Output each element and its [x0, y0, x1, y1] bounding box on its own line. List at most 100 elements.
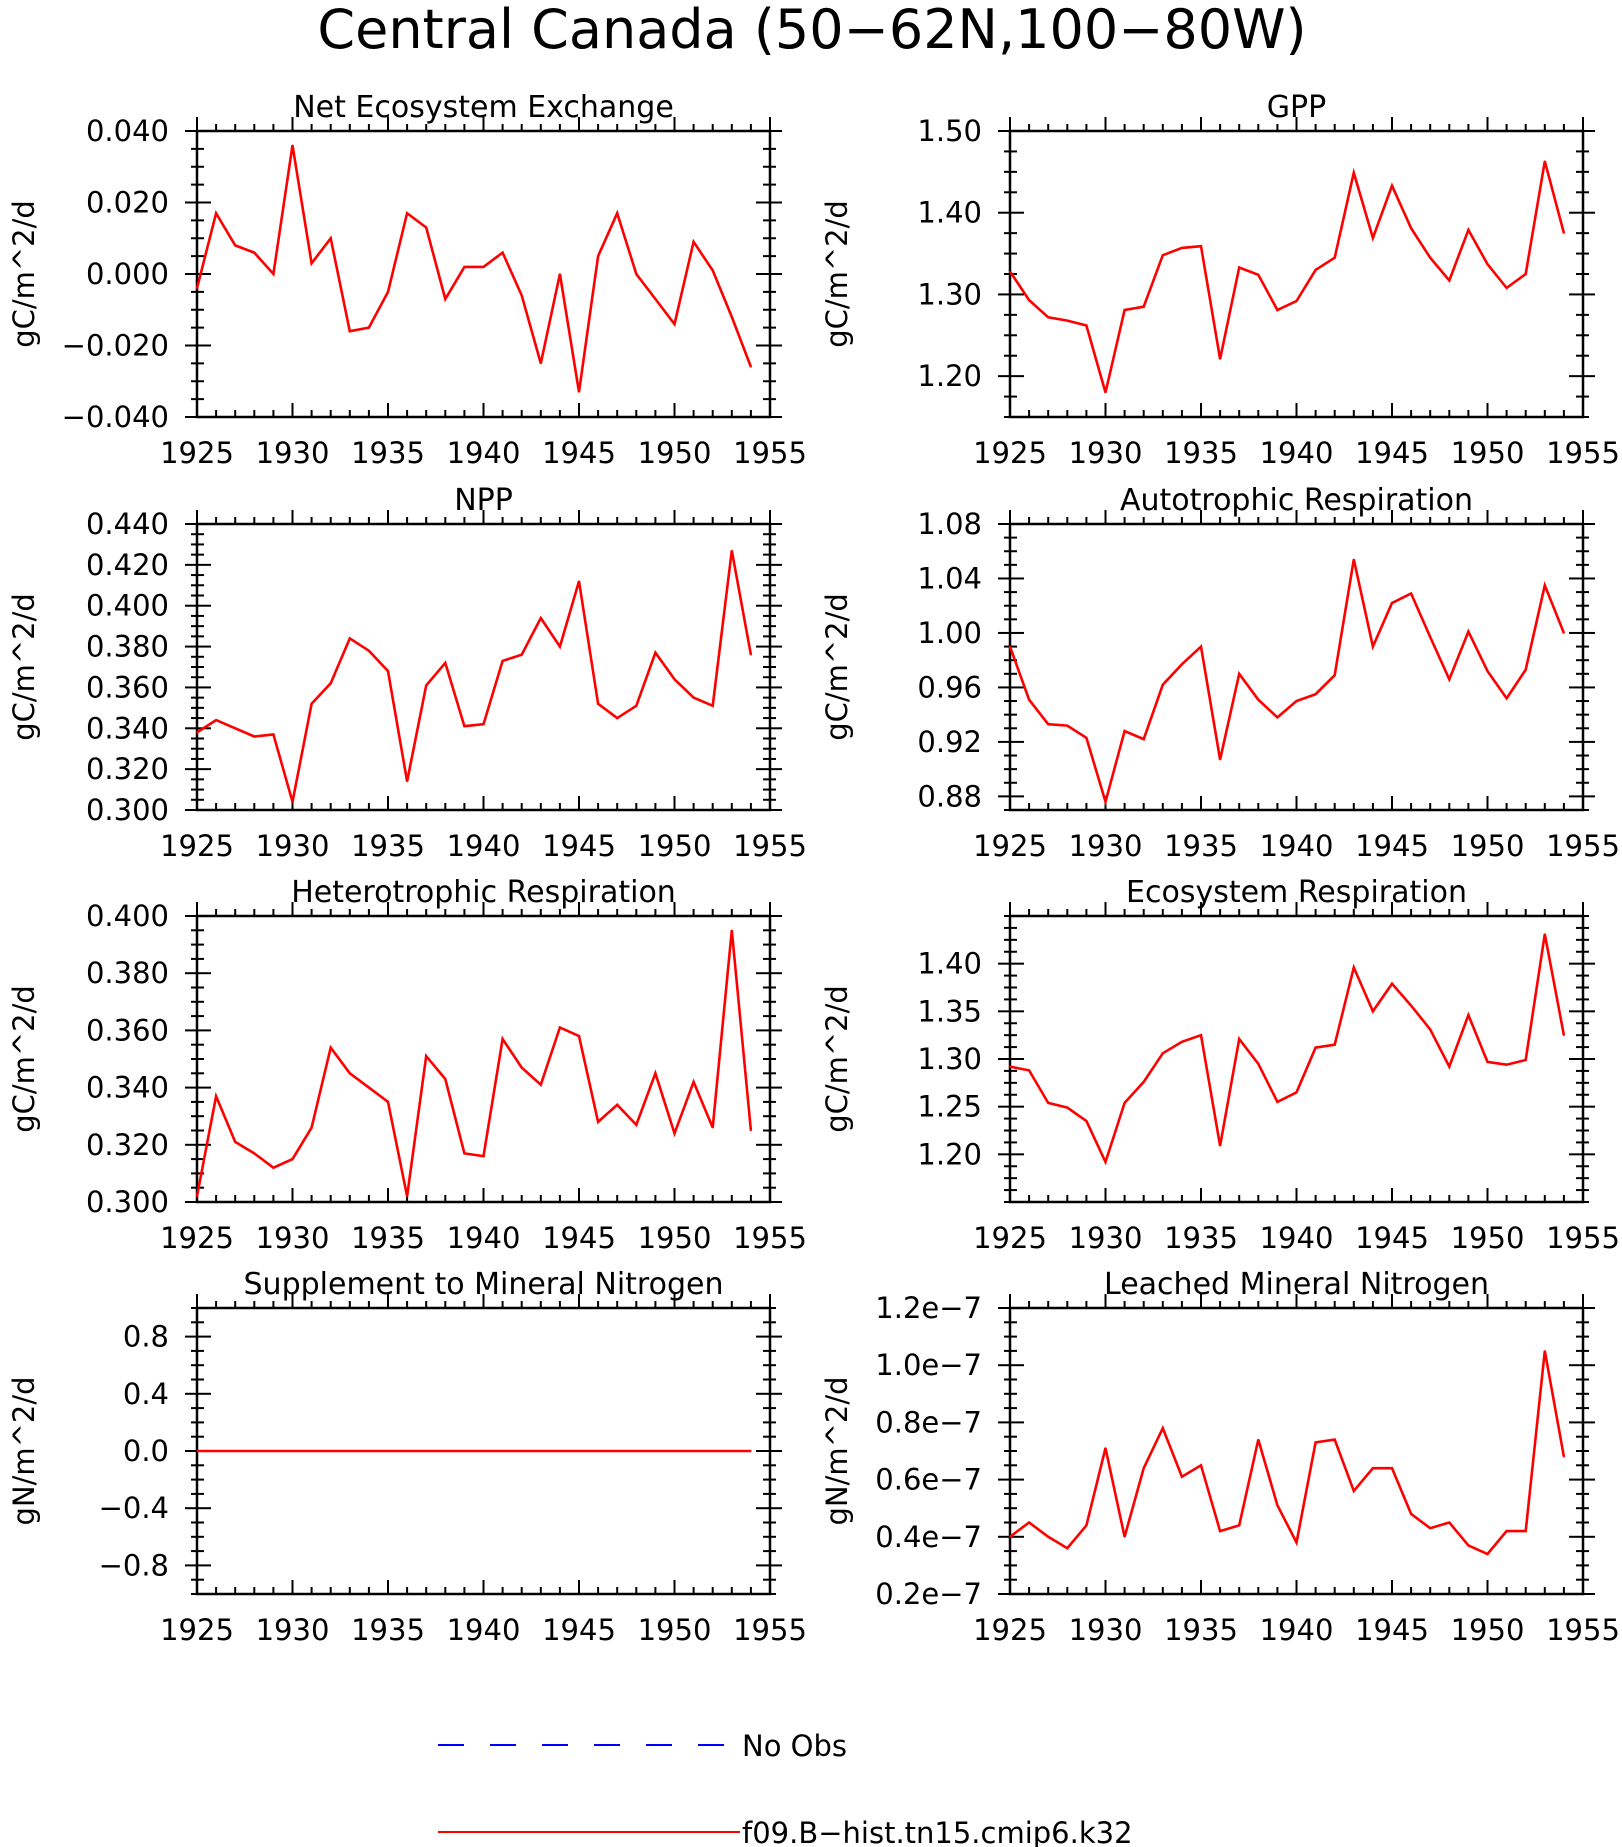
data-point — [1314, 269, 1317, 271]
series-line-npp — [196, 550, 753, 803]
y-tick-label: 0.4e−7 — [875, 1520, 982, 1554]
x-tick-label: 1945 — [1355, 1613, 1429, 1647]
data-point — [1448, 1065, 1451, 1068]
data-point — [1257, 1063, 1260, 1065]
data-point — [1391, 1467, 1393, 1469]
x-tick-label: 1945 — [542, 436, 616, 470]
data-point — [1429, 636, 1431, 638]
y-tick-label: 0.300 — [86, 793, 169, 827]
data-point — [253, 1450, 256, 1452]
y-axis-label: gC/m^2/d — [7, 200, 41, 348]
x-tick-label: 1930 — [1069, 1613, 1143, 1647]
data-point — [1085, 737, 1088, 739]
data-point — [1181, 247, 1183, 249]
data-point — [1544, 1350, 1546, 1352]
x-tick-label: 1945 — [1355, 1221, 1429, 1255]
data-point — [196, 1195, 198, 1198]
data-point — [1009, 270, 1011, 273]
data-point — [1162, 1427, 1164, 1429]
data-point — [349, 637, 351, 640]
data-point — [329, 1046, 332, 1049]
data-point — [368, 1086, 370, 1089]
y-tick-label: 0.88 — [917, 779, 982, 813]
data-point — [1142, 1081, 1145, 1083]
data-point — [1295, 700, 1298, 702]
data-point — [1372, 1467, 1374, 1469]
y-tick-label: 0.96 — [917, 670, 982, 704]
x-tick-label: 1935 — [351, 1613, 425, 1647]
data-point — [1505, 1530, 1508, 1532]
x-tick-label: 1935 — [1164, 1221, 1238, 1255]
x-tick-label: 1930 — [1069, 436, 1143, 470]
data-point — [750, 1129, 752, 1132]
data-point — [1410, 592, 1412, 595]
data-point — [1200, 1464, 1202, 1467]
y-tick-label: 0.8e−7 — [875, 1405, 982, 1439]
x-tick-label: 1955 — [1546, 1221, 1620, 1255]
y-tick-label: 1.35 — [917, 994, 982, 1028]
x-tick-label: 1955 — [733, 436, 807, 470]
data-point — [1028, 1521, 1030, 1524]
data-point — [1123, 309, 1126, 311]
data-point — [654, 298, 657, 300]
plot-frame — [195, 914, 772, 1204]
data-point — [215, 212, 217, 214]
data-point — [1181, 1041, 1183, 1043]
data-point — [692, 1081, 695, 1083]
data-point — [635, 705, 638, 707]
data-point — [559, 1026, 561, 1029]
data-point — [1353, 171, 1355, 174]
data-point — [1563, 232, 1565, 234]
data-point — [425, 1055, 428, 1057]
x-tick-label: 1930 — [256, 1613, 330, 1647]
x-tick-label: 1935 — [1164, 1613, 1238, 1647]
x-tick-label: 1940 — [1260, 436, 1334, 470]
x-tick-label: 1935 — [351, 829, 425, 863]
y-tick-label: 0.400 — [86, 899, 169, 933]
data-point — [1104, 801, 1107, 803]
data-point — [1524, 1059, 1527, 1061]
data-point — [1009, 645, 1011, 648]
data-point — [1028, 698, 1030, 701]
data-point — [329, 1450, 332, 1452]
data-point — [540, 1450, 542, 1452]
y-tick-label: −0.040 — [62, 400, 169, 434]
x-tick-label: 1930 — [256, 829, 330, 863]
data-point — [1524, 668, 1527, 671]
data-point — [1505, 287, 1508, 289]
data-point — [406, 780, 408, 783]
data-point — [1142, 1467, 1145, 1469]
data-point — [196, 287, 198, 290]
y-axis-label: gC/m^2/d — [7, 593, 41, 741]
data-point — [711, 269, 714, 272]
data-point — [444, 662, 447, 664]
data-point — [272, 1450, 275, 1452]
data-point — [654, 651, 657, 654]
data-point — [1028, 299, 1030, 301]
y-tick-label: 0.360 — [86, 670, 169, 704]
y-tick-label: 0.340 — [86, 711, 169, 745]
data-point — [692, 696, 695, 699]
y-tick-label: 0.380 — [86, 956, 169, 990]
y-tick-label: 0.4 — [123, 1377, 169, 1411]
y-axis-label: gN/m^2/d — [820, 1376, 854, 1525]
data-point — [1257, 698, 1260, 701]
data-point — [1372, 1010, 1374, 1013]
x-tick-label: 1955 — [1546, 829, 1620, 863]
x-tick-label: 1930 — [1069, 829, 1143, 863]
y-tick-label: 1.50 — [917, 114, 982, 148]
data-point — [1486, 1553, 1489, 1555]
data-point — [387, 670, 389, 672]
data-point — [425, 226, 428, 229]
data-point — [1467, 1014, 1470, 1016]
data-point — [482, 723, 485, 725]
plot-frame — [195, 129, 772, 419]
data-point — [1200, 1034, 1202, 1036]
data-point — [1066, 1547, 1069, 1549]
data-point — [1123, 1102, 1126, 1104]
data-point — [1314, 1046, 1317, 1049]
figure-title: Central Canada (50−62N,100−80W) — [317, 0, 1306, 61]
data-point — [1410, 1004, 1412, 1007]
